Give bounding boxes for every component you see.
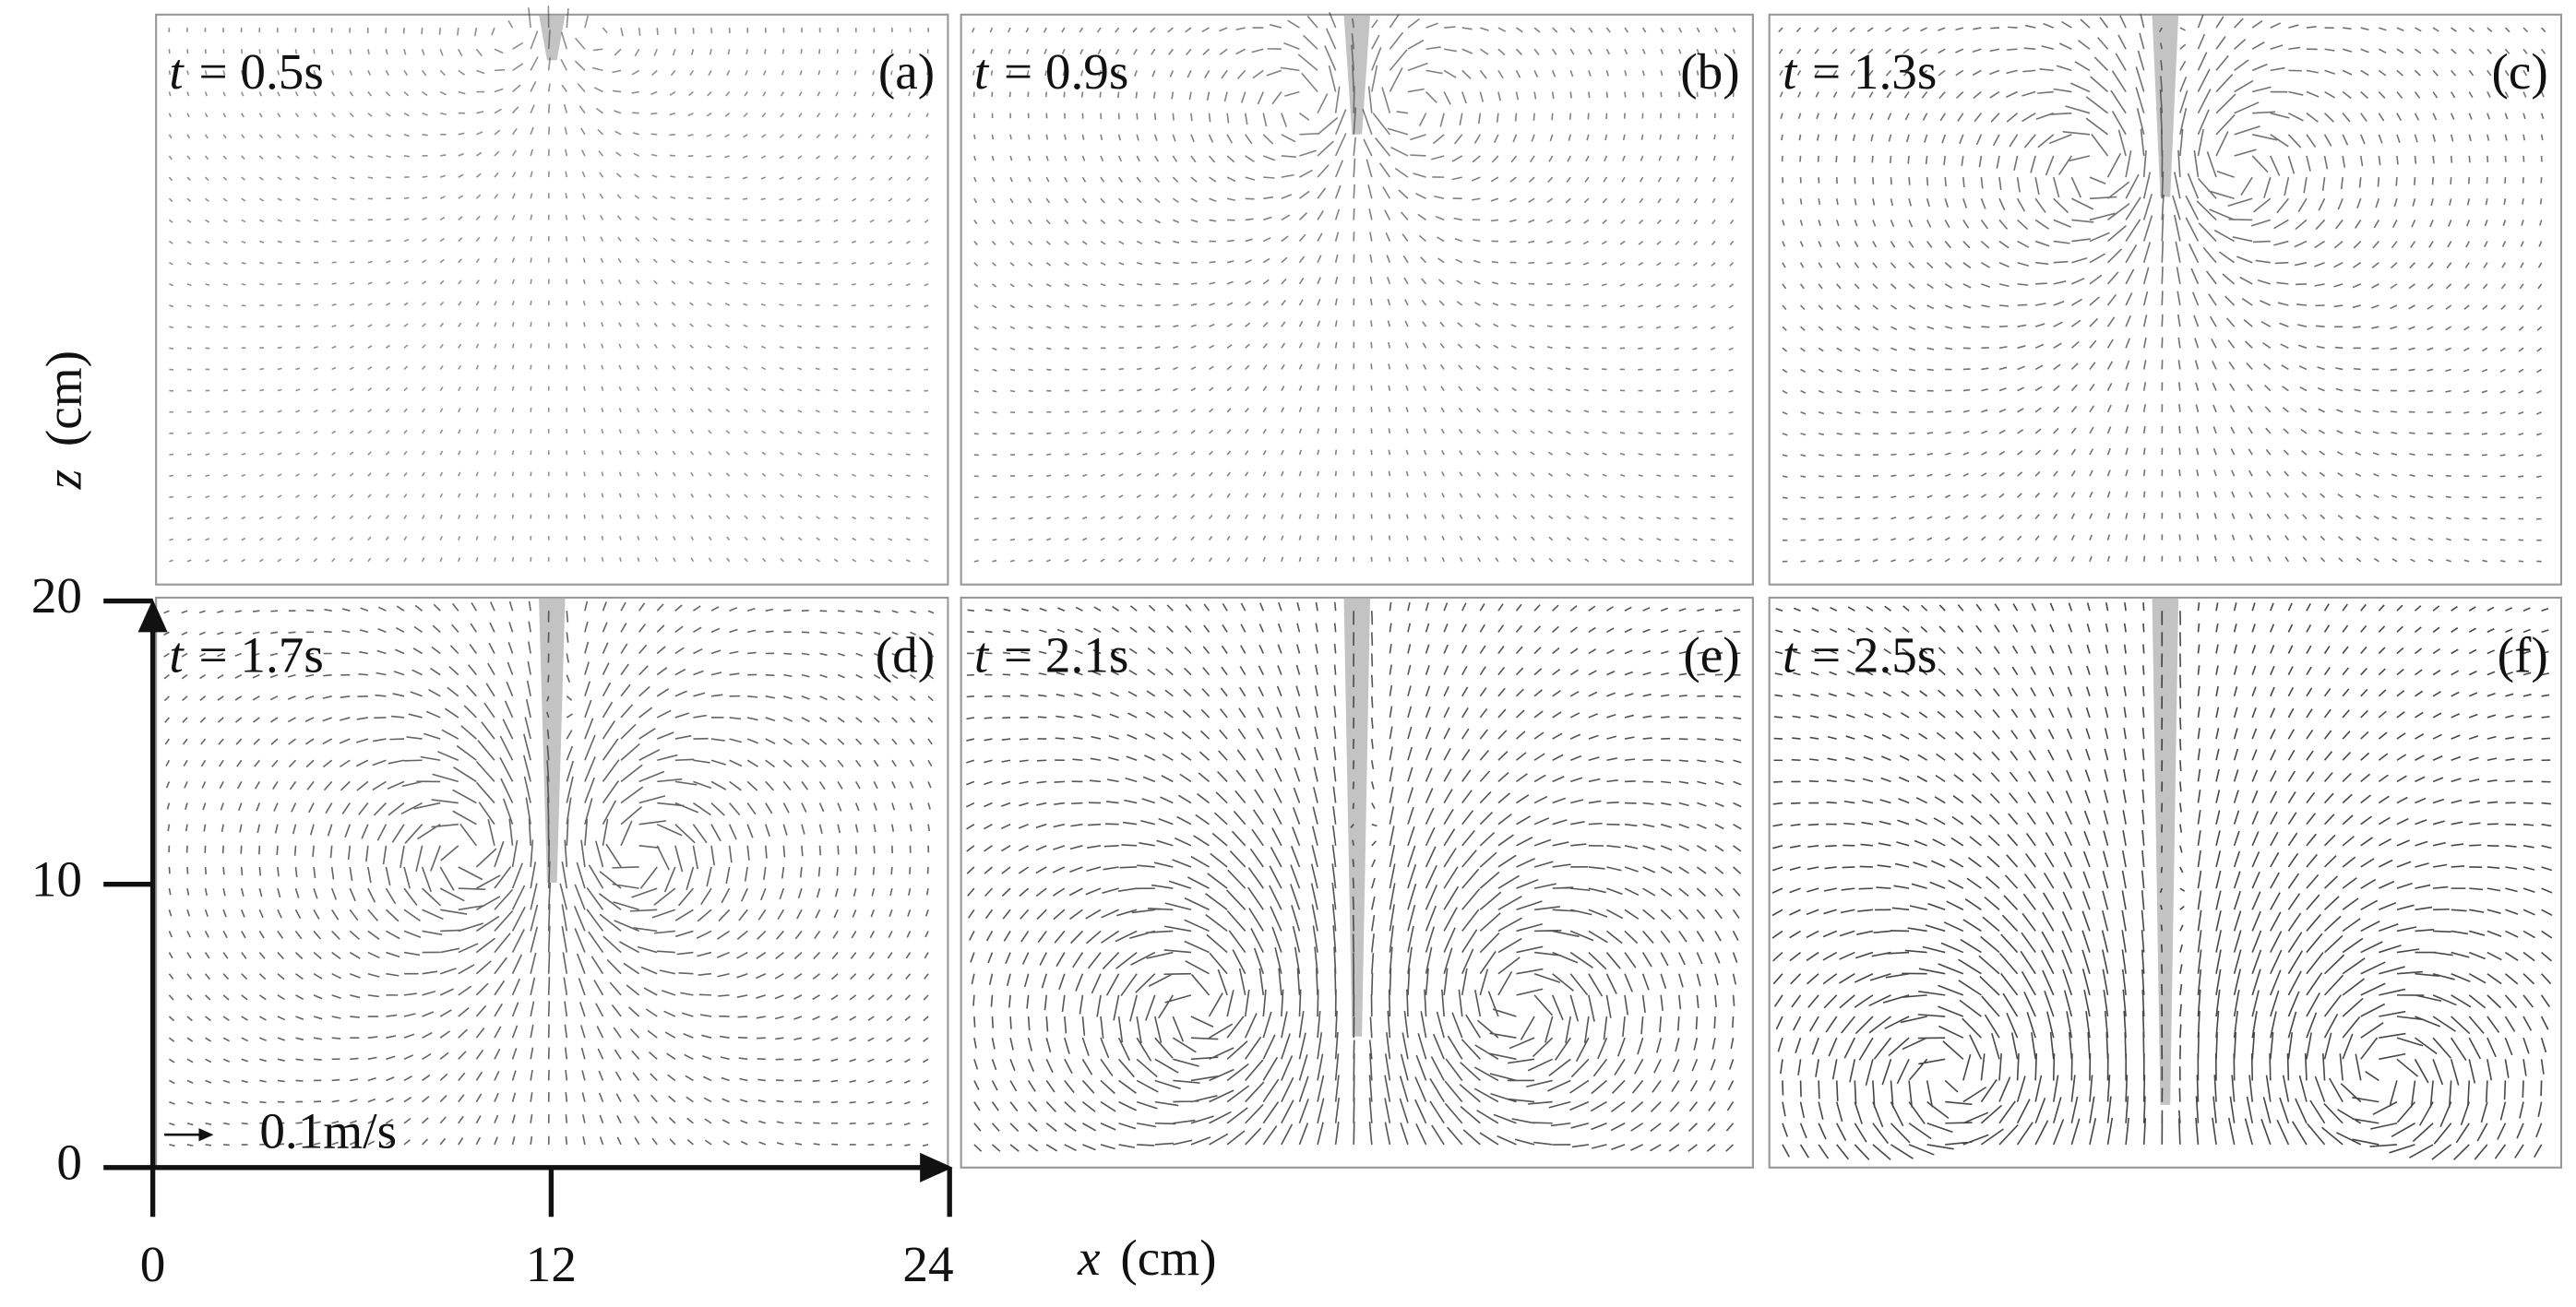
scale-label: 0.1m/s	[259, 1103, 397, 1159]
time-value: = 1.3s	[1812, 43, 1937, 100]
time-value: = 2.1s	[1004, 626, 1128, 683]
time-variable: t	[169, 626, 185, 683]
x-tick-label: 12	[526, 1236, 577, 1292]
panel: t = 2.5s (f)	[1768, 596, 2563, 1169]
panels: t = 0.5s (a) t = 0.9s (b) t = 1.3s (c)t = 1.7s (d)…	[155, 6, 2563, 1169]
x-axis-symbol: x	[1077, 1230, 1101, 1286]
vector-field	[965, 601, 1742, 1152]
panel: t = 0.5s (a)	[155, 6, 949, 586]
panel-label: (e)	[1683, 626, 1739, 683]
plume	[2152, 597, 2179, 1105]
time-variable: t	[974, 626, 990, 683]
z-tick-label: 0	[56, 1135, 82, 1191]
vector-field	[1778, 14, 2546, 563]
time-value: = 1.7s	[198, 626, 323, 683]
panel-label: (d)	[876, 626, 935, 683]
time-variable: t	[974, 43, 990, 100]
z-tick-label: 20	[31, 567, 82, 624]
plume	[539, 597, 566, 883]
panel: t = 1.3s (c)	[1768, 13, 2563, 586]
scale-arrow-head	[198, 1128, 214, 1142]
time-variable: t	[1783, 626, 1798, 683]
time-variable: t	[169, 43, 185, 100]
vector-field	[1771, 602, 2553, 1161]
z-axis-title: z (cm)	[35, 351, 91, 490]
x-tick-label: 0	[140, 1236, 166, 1292]
x-axis-arrow	[920, 1152, 953, 1182]
z-axis-unit: (cm)	[35, 351, 91, 446]
panel: t = 0.9s (b)	[960, 12, 1754, 586]
vector-field	[168, 6, 930, 563]
plume	[1343, 597, 1371, 1037]
z-tick-label: 10	[31, 850, 82, 907]
x-tick-label: 24	[902, 1236, 953, 1292]
panel-label: (f)	[2498, 626, 2548, 683]
panel-label: (b)	[1680, 43, 1739, 100]
vector-field	[163, 600, 935, 1147]
panel-label: (c)	[2491, 43, 2547, 100]
axes: 0.1m/s x (cm) z (cm) 0 12 24 0 10 20	[31, 351, 1217, 1292]
panel-frame	[155, 13, 949, 586]
plume	[1343, 14, 1371, 135]
z-axis-symbol: z	[35, 469, 91, 490]
plume	[2152, 14, 2179, 197]
z-axis-arrow	[137, 599, 168, 633]
panel: t = 1.7s (d)	[155, 596, 949, 1169]
time-value: = 0.5s	[198, 43, 323, 100]
time-value: = 0.9s	[1004, 43, 1128, 100]
vector-field	[972, 12, 1736, 563]
plume	[539, 14, 566, 61]
panel-label: (a)	[878, 43, 935, 100]
time-variable: t	[1783, 43, 1798, 100]
panel: t = 2.1s (e)	[960, 596, 1754, 1169]
time-value: = 2.5s	[1812, 626, 1937, 683]
x-axis-unit: (cm)	[1120, 1230, 1216, 1286]
